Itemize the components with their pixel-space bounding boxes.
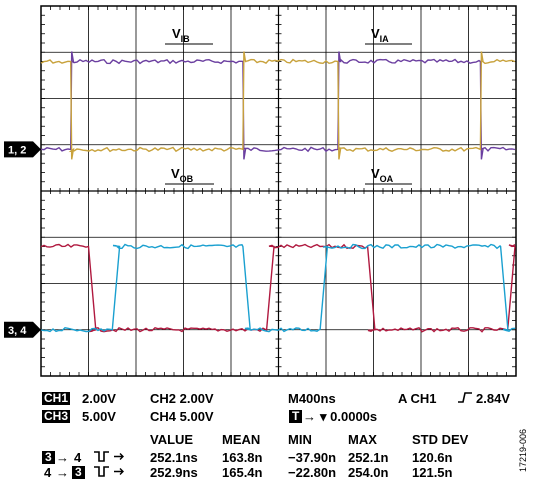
meas-row1-value: 252.1ns [150,450,198,465]
trigger-source: A CH1 [398,391,437,406]
marker-ch1-ch2-shape [4,141,41,158]
pulse-icon [94,451,124,462]
trace-ch2 [40,51,516,160]
ch1-tag: CH1 [42,391,71,405]
arrow-right-icon: → [56,450,69,465]
label-v-ia: VIA [371,26,389,44]
pulse-icon [94,466,124,477]
trace-ch4 [40,243,516,333]
timebase: M400ns [288,391,336,406]
meas-header-min: MIN [288,432,312,447]
meas-row1-max: 252.1n [348,450,389,465]
meas-header-mean: MEAN [222,432,261,447]
ch2-scale: CH2 2.00V [150,391,214,406]
marker-ch1-ch2: 1, 2 [8,144,26,156]
ch3-tag: CH3 [42,409,71,423]
meas-row2-from: 4 [44,465,52,480]
channel-markers: 1, 2 3, 4 [4,141,41,338]
arrow-right-icon: → [303,409,316,424]
meas-header-stddev: STD DEV [412,432,469,447]
trace-ch1 [40,51,516,160]
ch1-scale: 2.00V [82,391,116,406]
arrow-right-icon: → [56,465,69,480]
meas-row1-from: 3 [42,451,55,464]
meas-row2-to: 3 [72,466,85,479]
rising-edge-icon [458,392,472,403]
marker-ch3-ch4-shape [4,321,41,338]
figure-code: 17219-006 [518,428,528,472]
grid [40,5,517,377]
marker-ch3-ch4: 3, 4 [8,325,27,337]
t-offset: ▾ 0.0000s [320,409,378,424]
label-v-ob: VOB [171,166,194,184]
meas-row1-to: 4 [74,450,82,465]
meas-row2-value: 252.9ns [150,465,198,480]
annotations: VIB VIA VOB VOA [165,26,412,185]
meas-header-max: MAX [348,432,377,447]
ch3-scale: 5.00V [82,409,116,424]
t-tag: T [289,410,303,423]
meas-row2-min: −22.80n [288,465,337,480]
ch4-scale: CH4 5.00V [150,409,214,424]
meas-header-value: VALUE [150,432,194,447]
meas-row2-max: 254.0n [348,465,389,480]
label-v-ib: VIB [172,26,190,44]
meas-row1-min: −37.90n [288,450,337,465]
meas-row2-stddev: 121.5n [412,465,453,480]
trace-ch3 [40,243,516,333]
meas-row1-stddev: 120.6n [412,450,453,465]
traces [40,51,516,333]
trigger-level: 2.84V [476,391,510,406]
label-v-oa: VOA [371,166,394,184]
meas-row1-mean: 163.8n [222,450,263,465]
meas-row2-mean: 165.4n [222,465,263,480]
